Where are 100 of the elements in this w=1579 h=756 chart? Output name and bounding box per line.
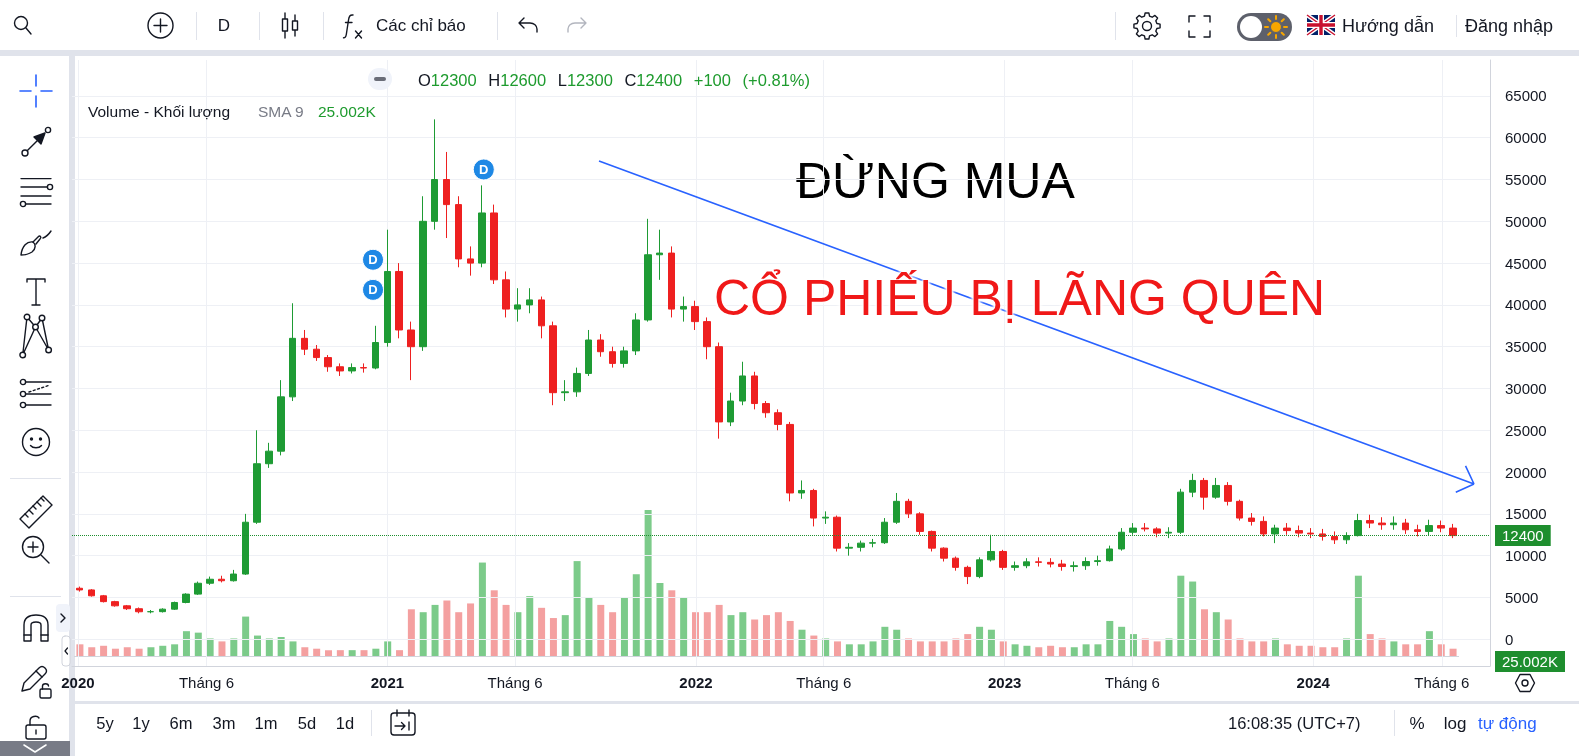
bar [443,600,451,656]
bar [1058,647,1066,656]
y-tick-label: 65000 [1505,87,1547,105]
bar [478,562,486,656]
bar [1413,644,1421,656]
bar [869,641,877,656]
candlestick [1082,556,1090,571]
candlestick [1023,557,1030,569]
candlestick [123,604,131,611]
bar [1094,644,1102,656]
bar [289,641,297,656]
candlestick [1366,514,1374,529]
bar [324,650,332,656]
candlestick [111,600,119,608]
text: 3m [212,712,236,734]
candlestick [1390,515,1397,531]
bar [525,596,533,656]
candlestick [632,312,640,356]
candlestick [206,576,214,586]
candlestick [1070,561,1078,573]
candlestick [1047,557,1054,568]
candlestick [1271,524,1279,544]
bar [194,632,202,656]
candlestick [1425,519,1433,537]
text: 6m [169,712,193,734]
bar [147,647,155,656]
bar [644,510,652,656]
text: Đăng nhập [1465,14,1554,38]
x-tick-label: 2024 [1296,674,1331,691]
text: 1m [254,712,278,734]
bar [1224,619,1232,656]
x-tick-label: Tháng 6 [487,674,543,691]
candlestick [159,607,166,613]
candlestick [372,325,379,370]
candlestick [324,354,332,373]
x-tick-label: Tháng 6 [178,674,234,691]
text: 16:08:35 (UTC+7) [1228,712,1361,734]
candlestick [597,333,604,358]
x-tick-label: 2022 [679,674,713,691]
candlestick [810,488,817,527]
candlestick [668,245,675,318]
bar [1165,638,1173,656]
candlestick [1189,473,1196,498]
candlestick [644,218,652,323]
candlestick [798,479,805,500]
bar [596,604,604,656]
bar [739,612,747,656]
bar [407,609,415,656]
candlestick [478,184,486,268]
bar [1153,641,1161,656]
text: 25.002K [1495,650,1565,672]
candlestick [656,229,663,281]
candlestick [609,346,616,369]
candlestick [1437,520,1445,533]
candlestick [1283,522,1291,536]
bar [608,612,616,656]
bar [1378,638,1386,656]
candlestick [1094,555,1101,567]
candlestick [585,329,592,377]
bar [1236,638,1244,656]
bar [1177,575,1184,656]
candlestick [1153,526,1161,538]
candlestick [1165,526,1172,539]
candlestick [1011,561,1019,572]
candlestick [916,511,924,536]
candlestick [774,408,782,431]
text: 5y [96,712,114,734]
candlestick [1177,488,1184,535]
annotation: 25.002K [318,101,376,121]
bar [881,626,889,656]
candlestick [348,362,356,374]
candlestick [620,346,628,369]
candlestick [100,594,107,603]
candlestick [549,321,557,406]
candlestick [135,606,143,614]
bar [549,618,557,656]
y-tick-label: 10000 [1505,547,1547,565]
bar [1200,609,1208,656]
candlestick [1224,481,1232,507]
candlestick [502,270,510,318]
annotation: D [479,162,489,177]
candlestick [1378,516,1386,531]
candlestick [1058,559,1066,572]
bar [1212,612,1220,656]
candlestick [762,400,770,419]
bar [1188,581,1196,656]
candlestick [1354,513,1362,537]
bar [987,629,995,656]
candlestick [928,530,936,552]
candlestick [455,195,462,268]
bar [892,629,900,656]
x-tick-label: 2021 [370,674,405,691]
y-tick-label: 0 [1505,630,1514,648]
candlestick [88,588,95,598]
bar [573,561,581,656]
candlestick [691,300,699,331]
bar [1259,641,1267,656]
y-tick-label: 50000 [1505,212,1547,230]
candlestick [313,344,320,362]
bar [750,619,758,656]
